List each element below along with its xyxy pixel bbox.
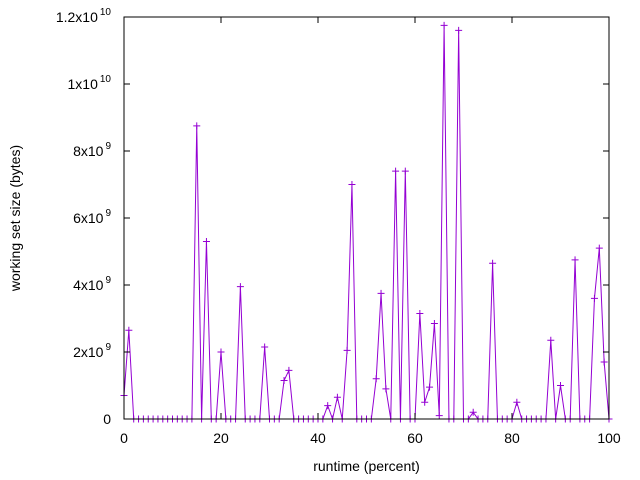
series-line xyxy=(123,25,610,421)
x-tick-label: 60 xyxy=(407,430,423,446)
data-point xyxy=(455,26,463,34)
y-tick-mantissa: 1.2x10 xyxy=(56,9,98,25)
data-point xyxy=(416,309,424,317)
data-point xyxy=(125,326,133,334)
data-point xyxy=(489,259,497,267)
y-tick-mantissa: 0 xyxy=(103,411,111,427)
data-point xyxy=(430,320,438,328)
data-point xyxy=(513,398,521,406)
y-tick-exponent: 9 xyxy=(105,275,111,286)
data-point xyxy=(324,402,332,410)
data-point xyxy=(426,383,434,391)
y-tick-label: 4x10 9 xyxy=(73,275,111,293)
data-point xyxy=(236,283,244,291)
y-tick-mantissa: 1x10 xyxy=(68,76,99,92)
y-tick-exponent: 10 xyxy=(100,74,112,85)
y-tick-label: 0 xyxy=(103,411,111,427)
plot-frame xyxy=(123,16,610,420)
x-tick-label: 0 xyxy=(120,430,128,446)
y-tick-label: 1.2x10 10 xyxy=(56,7,112,25)
y-tick-mantissa: 8x10 xyxy=(73,143,104,159)
data-point xyxy=(333,393,341,401)
y-tick-exponent: 9 xyxy=(105,208,111,219)
y-tick-exponent: 10 xyxy=(100,7,112,18)
data-point xyxy=(440,21,448,29)
x-tick-label: 80 xyxy=(504,430,520,446)
data-point xyxy=(600,358,608,366)
data-point xyxy=(217,348,225,356)
data-point xyxy=(343,346,351,354)
y-tick-label: 6x10 9 xyxy=(73,208,111,226)
x-tick-label: 100 xyxy=(597,430,621,446)
data-point xyxy=(377,289,385,297)
data-point xyxy=(202,237,210,245)
data-point xyxy=(392,167,400,175)
y-tick-mantissa: 2x10 xyxy=(73,344,104,360)
data-point xyxy=(372,375,380,383)
y-tick-label: 2x10 9 xyxy=(73,342,111,360)
data-point xyxy=(571,256,579,264)
data-point xyxy=(285,366,293,374)
data-point xyxy=(557,382,564,389)
y-tick-mantissa: 4x10 xyxy=(73,277,104,293)
data-point xyxy=(469,408,477,416)
data-point xyxy=(193,122,201,130)
y-tick-mantissa: 6x10 xyxy=(73,210,104,226)
x-tick-label: 20 xyxy=(213,430,229,446)
data-point xyxy=(547,336,555,344)
y-tick-label: 8x10 9 xyxy=(73,141,111,159)
data-point xyxy=(590,294,598,302)
data-point xyxy=(435,412,443,420)
x-axis-label: runtime (percent) xyxy=(313,458,420,474)
data-point xyxy=(421,398,429,406)
y-tick-exponent: 9 xyxy=(105,141,111,152)
y-tick-label: 1x10 10 xyxy=(68,74,112,92)
y-axis-label: working set size (bytes) xyxy=(7,145,23,292)
y-tick-exponent: 9 xyxy=(105,342,111,353)
data-point xyxy=(382,385,390,393)
data-point xyxy=(280,376,288,384)
data-point xyxy=(401,167,409,175)
data-point xyxy=(348,181,356,188)
x-tick-label: 40 xyxy=(310,430,326,446)
data-point xyxy=(261,343,269,351)
plot-data-layer xyxy=(120,21,613,423)
data-point xyxy=(595,244,603,252)
